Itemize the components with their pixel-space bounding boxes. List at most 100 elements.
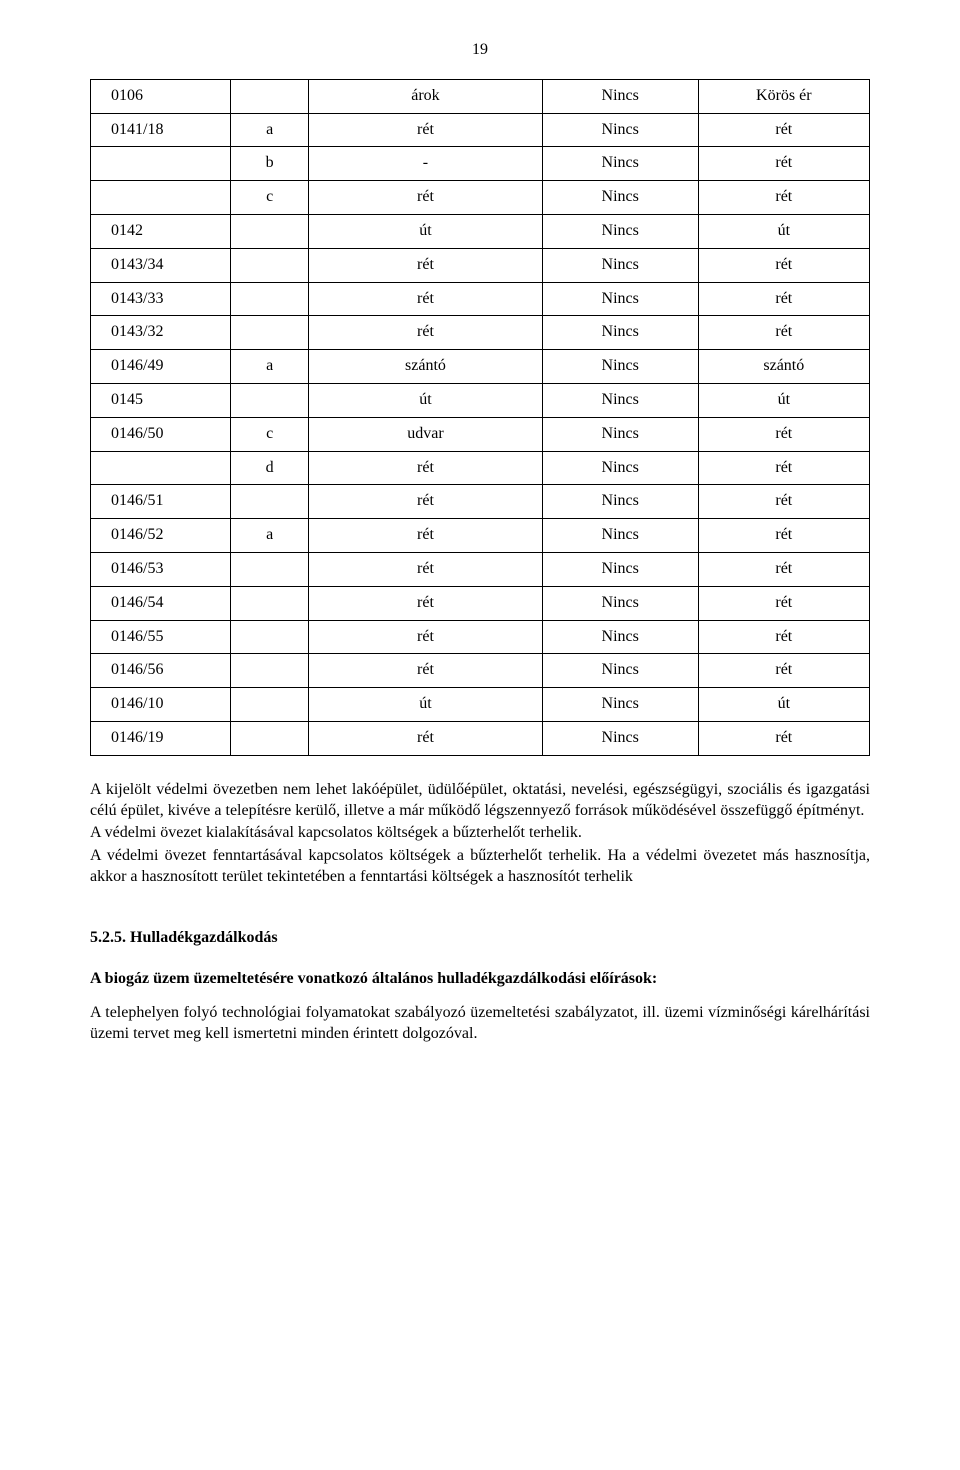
table-cell: rét (698, 181, 869, 215)
table-cell: rét (698, 485, 869, 519)
table-cell: Nincs (542, 485, 698, 519)
table-cell: Nincs (542, 451, 698, 485)
table-cell: Nincs (542, 620, 698, 654)
data-table: 0106árokNincsKörös ér0141/18arétNincsrét… (90, 79, 870, 756)
table-cell: 0143/32 (91, 316, 231, 350)
table-cell: árok (309, 79, 543, 113)
table-cell: Körös ér (698, 79, 869, 113)
table-cell: 0146/54 (91, 586, 231, 620)
table-cell (91, 451, 231, 485)
table-row: 0143/32 rétNincsrét (91, 316, 870, 350)
table-cell: Nincs (542, 552, 698, 586)
table-cell: a (231, 519, 309, 553)
table-cell: 0146/49 (91, 350, 231, 384)
table-cell: c (231, 417, 309, 451)
table-cell: rét (698, 451, 869, 485)
table-cell (231, 79, 309, 113)
table-cell: rét (698, 620, 869, 654)
table-cell (231, 282, 309, 316)
table-cell: 0146/19 (91, 721, 231, 755)
paragraph-3: A védelmi övezet fenntartásával kapcsola… (90, 846, 870, 888)
table-row: crétNincsrét (91, 181, 870, 215)
table-cell: Nincs (542, 654, 698, 688)
table-cell: út (309, 383, 543, 417)
table-cell: Nincs (542, 519, 698, 553)
table-cell: rét (698, 316, 869, 350)
table-cell: 0146/52 (91, 519, 231, 553)
table-row: 0146/52arétNincsrét (91, 519, 870, 553)
table-cell: út (698, 214, 869, 248)
table-cell: út (698, 383, 869, 417)
table-row: 0146/19rétNincsrét (91, 721, 870, 755)
table-cell: rét (698, 282, 869, 316)
table-cell (231, 316, 309, 350)
table-cell: rét (309, 451, 543, 485)
table-cell: rét (309, 181, 543, 215)
table-cell: Nincs (542, 248, 698, 282)
table-cell (231, 721, 309, 755)
table-cell: b (231, 147, 309, 181)
table-cell (231, 248, 309, 282)
table-cell: rét (309, 485, 543, 519)
table-cell: út (309, 688, 543, 722)
table-row: 0146/10útNincsút (91, 688, 870, 722)
bold-intro-line: A biogáz üzem üzemeltetésére vonatkozó á… (90, 969, 870, 990)
table-cell: rét (698, 654, 869, 688)
table-cell (231, 586, 309, 620)
table-cell: udvar (309, 417, 543, 451)
table-cell (91, 181, 231, 215)
table-cell: rét (309, 316, 543, 350)
table-row: 0143/33rétNincsrét (91, 282, 870, 316)
table-cell: Nincs (542, 113, 698, 147)
table-cell: Nincs (542, 316, 698, 350)
table-cell: rét (698, 586, 869, 620)
section-heading: 5.2.5. Hulladékgazdálkodás (90, 928, 870, 949)
table-cell (231, 654, 309, 688)
table-row: 0141/18arétNincsrét (91, 113, 870, 147)
table-row: 0145útNincsút (91, 383, 870, 417)
table-row: 0106árokNincsKörös ér (91, 79, 870, 113)
table-cell: szántó (309, 350, 543, 384)
table-cell: Nincs (542, 181, 698, 215)
table-cell: Nincs (542, 214, 698, 248)
table-cell: 0146/10 (91, 688, 231, 722)
table-cell: 0141/18 (91, 113, 231, 147)
table-cell (231, 620, 309, 654)
paragraph-2: A védelmi övezet kialakításával kapcsola… (90, 823, 870, 844)
table-row: 0146/55 rétNincsrét (91, 620, 870, 654)
final-paragraph: A telephelyen folyó technológiai folyama… (90, 1003, 870, 1045)
table-cell: rét (309, 620, 543, 654)
table-cell: Nincs (542, 586, 698, 620)
table-cell: szántó (698, 350, 869, 384)
table-cell: 0143/33 (91, 282, 231, 316)
table-cell: 0146/55 (91, 620, 231, 654)
table-cell: c (231, 181, 309, 215)
table-cell: 0146/56 (91, 654, 231, 688)
table-cell: 0142 (91, 214, 231, 248)
table-cell: rét (698, 552, 869, 586)
table-row: 0146/50cudvarNincsrét (91, 417, 870, 451)
table-cell (231, 383, 309, 417)
table-cell (231, 688, 309, 722)
page-number: 19 (90, 40, 870, 61)
table-cell: 0146/53 (91, 552, 231, 586)
table-cell: a (231, 113, 309, 147)
table-cell: rét (309, 113, 543, 147)
table-cell: út (309, 214, 543, 248)
table-row: 0143/34rétNincsrét (91, 248, 870, 282)
table-cell: rét (698, 147, 869, 181)
paragraph-1: A kijelölt védelmi övezetben nem lehet l… (90, 780, 870, 822)
table-cell: rét (309, 654, 543, 688)
table-cell: rét (309, 586, 543, 620)
table-cell: Nincs (542, 79, 698, 113)
table-cell: rét (309, 248, 543, 282)
table-row: 0146/51rétNincsrét (91, 485, 870, 519)
table-row: 0146/54 rétNincsrét (91, 586, 870, 620)
table-row: 0146/56 rétNincsrét (91, 654, 870, 688)
table-cell: rét (698, 721, 869, 755)
table-cell: rét (309, 552, 543, 586)
table-cell (231, 214, 309, 248)
table-cell: a (231, 350, 309, 384)
table-cell: rét (698, 113, 869, 147)
table-cell (91, 147, 231, 181)
